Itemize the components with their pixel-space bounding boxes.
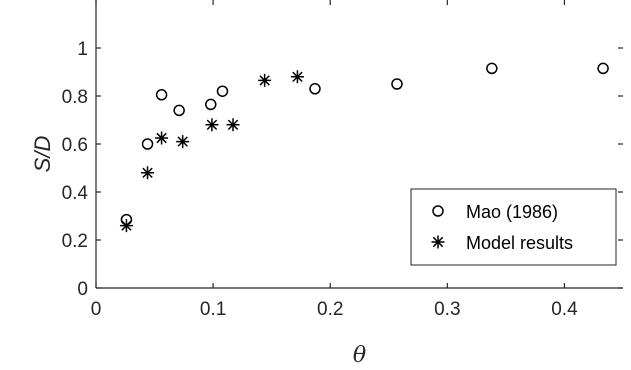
y-tick-label: 0.8: [62, 87, 88, 108]
data-points: [119, 62, 609, 233]
data-point-asterisk: [258, 73, 272, 87]
x-tick-label: 0.2: [317, 299, 343, 320]
y-axis-label: S/D: [30, 136, 55, 173]
y-axis-ticks: 0 0.2 0.4 0.6 0.8 1: [62, 39, 623, 300]
y-tick-label: 0.2: [62, 231, 88, 252]
data-point-circle: [216, 85, 229, 97]
data-point-asterisk: [155, 131, 169, 145]
data-point-circle: [391, 78, 403, 90]
legend-marker-circle: [432, 205, 444, 217]
data-point-circle: [155, 89, 168, 101]
x-tick-label: 0.1: [200, 299, 226, 320]
y-tick-label: 1: [77, 39, 88, 60]
x-axis-label: θ: [353, 343, 366, 368]
data-point-circle: [597, 62, 609, 75]
data-point-asterisk: [205, 118, 219, 132]
legend-entry-label: Model results: [466, 233, 573, 253]
x-tick-label: 0: [91, 299, 102, 320]
data-point-asterisk: [226, 118, 240, 132]
legend-marker-asterisk: [431, 235, 445, 249]
data-point-circle: [309, 83, 321, 95]
data-point-circle: [141, 138, 154, 150]
y-tick-label: 0.4: [62, 183, 89, 204]
x-axis-ticks: 0 0.1 0.2 0.3 0.4: [91, 0, 578, 320]
data-point-circle: [205, 98, 217, 111]
legend: Mao (1986) Model results: [410, 188, 617, 266]
data-point-asterisk: [119, 219, 133, 233]
y-tick-label: 0.6: [62, 135, 88, 156]
series-model-results: [119, 70, 304, 233]
data-point-asterisk: [141, 166, 155, 180]
legend-entry-label: Mao (1986): [466, 202, 558, 222]
legend-box: [410, 188, 617, 266]
y-tick-label: 0: [77, 279, 88, 300]
x-tick-label: 0.3: [434, 299, 460, 320]
data-point-asterisk: [290, 70, 304, 84]
data-point-circle: [486, 62, 498, 75]
data-point-circle: [173, 104, 185, 117]
data-point-asterisk: [176, 135, 190, 149]
x-tick-label: 0.4: [551, 299, 578, 320]
